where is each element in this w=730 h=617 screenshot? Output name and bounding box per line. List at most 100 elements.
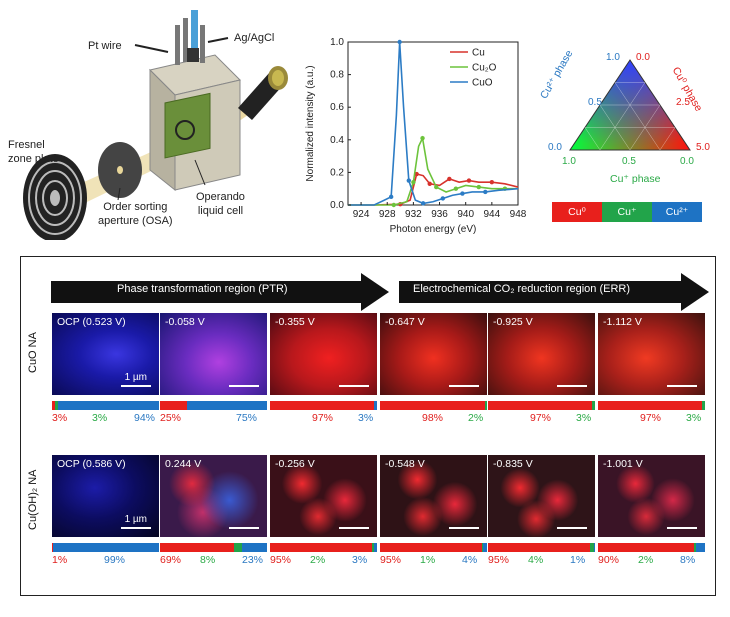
percent-label: 95% (380, 554, 402, 566)
cu2-fraction (58, 401, 159, 410)
voltage-label: 0.244 V (165, 458, 202, 470)
x-tick-label: 948 (510, 209, 527, 220)
data-point (388, 194, 394, 200)
composition-bar (160, 401, 267, 410)
stxm-image: -0.925 V (488, 313, 595, 395)
fresnel-zone-plate-icon (23, 154, 87, 242)
ternary-left-tick-2: 0.0 (548, 142, 562, 153)
ptr-label: Phase transformation region (PTR) (117, 283, 288, 295)
data-point (483, 189, 488, 195)
scale-bar (557, 385, 587, 387)
percent-label: 2% (468, 412, 484, 424)
percent-label: 69% (160, 554, 182, 566)
cu1-legend: Cu⁺ (602, 202, 652, 222)
y-tick-label: 0.2 (330, 167, 344, 178)
y-tick-label: 0.6 (330, 102, 344, 113)
y-tick-label: 1.0 (330, 37, 344, 48)
cu2-fraction (186, 401, 267, 410)
operando-setup-illustration (23, 10, 288, 242)
scale-bar (121, 527, 151, 529)
cu1-fraction (694, 543, 697, 552)
stxm-image: OCP (0.523 V) 1 µm (52, 313, 159, 395)
percent-label: 8% (680, 554, 696, 566)
composition-bar (598, 401, 705, 410)
stxm-image: -0.647 V (380, 313, 487, 395)
data-point (460, 191, 465, 196)
percent-label: 23% (242, 554, 264, 566)
osa-label: Order sorting aperture (OSA) (98, 201, 173, 227)
scale-bar (339, 527, 369, 529)
percent-label: 90% (598, 554, 620, 566)
voltage-label: -1.001 V (603, 458, 643, 470)
liquid-cell-icon (149, 10, 241, 192)
cu1-fraction (701, 401, 705, 410)
voltage-label: OCP (0.586 V) (57, 458, 126, 470)
percent-label: 97% (530, 412, 552, 424)
data-point (420, 201, 426, 206)
ternary-left-tick-0: 1.0 (606, 52, 620, 63)
cu2-fraction (696, 543, 705, 552)
ternary-right-tick-1: 5.0 (696, 142, 710, 153)
percent-label: 97% (312, 412, 334, 424)
data-point (447, 176, 452, 182)
composition-bar (270, 401, 377, 410)
cu2-fraction (53, 543, 159, 552)
y-tick-label: 0.4 (330, 135, 344, 146)
composition-bar (380, 543, 487, 552)
percent-label: 4% (462, 554, 478, 566)
ternary-right-tick-0: 2.5 (676, 97, 690, 108)
fresnel-label: Fresnel zone plate (8, 139, 59, 165)
percent-label: 95% (270, 554, 292, 566)
stxm-image: -0.058 V (160, 313, 267, 395)
composition-bar (488, 543, 595, 552)
ternary-bottom-tick-1: 0.5 (622, 156, 636, 167)
data-point (391, 202, 396, 208)
ternary-top-right-tick: 0.0 (636, 52, 650, 63)
cu2-fraction (593, 543, 595, 552)
percent-label: 2% (310, 554, 326, 566)
voltage-label: -0.835 V (493, 458, 533, 470)
legend-label: CuO (472, 78, 493, 89)
percent-label: 98% (422, 412, 444, 424)
cu1-fraction (55, 401, 59, 410)
scale-bar (449, 527, 479, 529)
percent-label: 3% (358, 412, 374, 424)
percent-label: 1% (420, 554, 436, 566)
data-point (476, 184, 481, 190)
scale-bar (229, 385, 259, 387)
cu0-fraction (52, 401, 56, 410)
ternary-triangle (569, 59, 691, 151)
cu0-fraction (160, 401, 187, 410)
voltage-label: -0.647 V (385, 316, 425, 328)
xas-chart-svg: 924 928 932 936 940 944 948 0.0 0.2 0.4 0.6 0.8 1.0 P… (305, 37, 527, 235)
percent-label: 1% (570, 554, 586, 566)
voltage-label: -0.256 V (275, 458, 315, 470)
stxm-image: OCP (0.586 V) 1 µm (52, 455, 159, 537)
ternary-left-tick-1: 0.5 (588, 97, 602, 108)
y-axis-title: Normalized intensity (a.u.) (305, 65, 316, 181)
cu0-fraction (380, 543, 482, 552)
stxm-image: -1.112 V (598, 313, 705, 395)
data-point (434, 184, 439, 190)
percent-label: 3% (686, 412, 702, 424)
scale-bar-label: 1 µm (124, 514, 147, 525)
cu2-legend: Cu²⁺ (652, 202, 702, 222)
voltage-label: -0.925 V (493, 316, 533, 328)
err-label: Electrochemical CO₂ reduction region (ER… (413, 283, 631, 295)
cu2-fraction (482, 543, 487, 552)
stxm-image: -1.001 V (598, 455, 705, 537)
data-point (453, 186, 459, 191)
cu0-fraction (380, 401, 485, 410)
ternary-bottom-tick-0: 1.0 (562, 156, 576, 167)
schematic: Pt wire Ag/AgCl Fresnel zone plate Order… (0, 0, 300, 242)
ternary-bottom-axis-label: Cu⁺ phase (610, 173, 661, 185)
cu0-fraction (52, 543, 54, 552)
stxm-image: -0.355 V (270, 313, 377, 395)
cell-label: Operando liquid cell (196, 191, 245, 217)
percent-label: 99% (104, 554, 126, 566)
composition-bar (270, 543, 377, 552)
voltage-label: -1.112 V (603, 316, 642, 328)
percent-label: 3% (352, 554, 368, 566)
ag-agcl-label: Ag/AgCl (234, 32, 275, 44)
stxm-image: -0.548 V (380, 455, 487, 537)
